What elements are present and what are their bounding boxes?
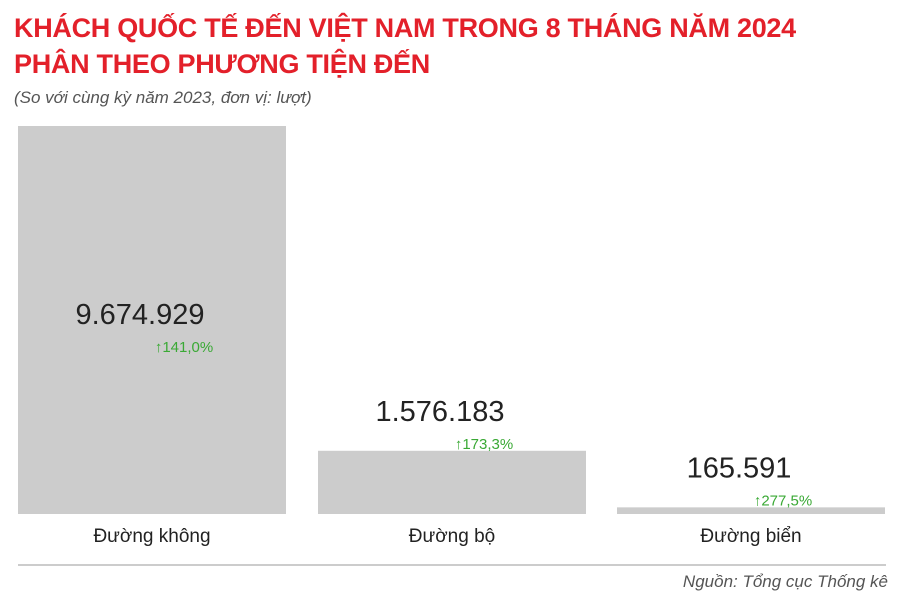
growth-label-2: ↑173,3% xyxy=(455,436,513,453)
chart-subtitle: (So với cùng kỳ năm 2023, đơn vị: lượt) xyxy=(14,88,312,107)
value-label-1: 9.674.929 xyxy=(75,299,204,331)
category-label-3: Đường biển xyxy=(700,526,801,547)
bar-2 xyxy=(318,450,586,514)
chart-title: KHÁCH QUỐC TẾ ĐẾN VIỆT NAM TRONG 8 THÁNG… xyxy=(14,10,796,82)
category-label-1: Đường không xyxy=(93,526,210,547)
bar-1 xyxy=(18,126,286,514)
bar-3 xyxy=(617,507,885,514)
growth-label-1: ↑141,0% xyxy=(155,339,213,356)
source-note: Nguồn: Tổng cục Thống kê xyxy=(682,572,888,591)
growth-label-3: ↑277,5% xyxy=(754,492,812,509)
value-label-3: 165.591 xyxy=(687,452,792,484)
chart-title-line-2: PHÂN THEO PHƯƠNG TIỆN ĐẾN xyxy=(14,49,430,79)
chart-title-line-1: KHÁCH QUỐC TẾ ĐẾN VIỆT NAM TRONG 8 THÁNG… xyxy=(14,13,796,43)
value-label-2: 1.576.183 xyxy=(375,396,504,428)
category-label-2: Đường bộ xyxy=(409,526,495,547)
